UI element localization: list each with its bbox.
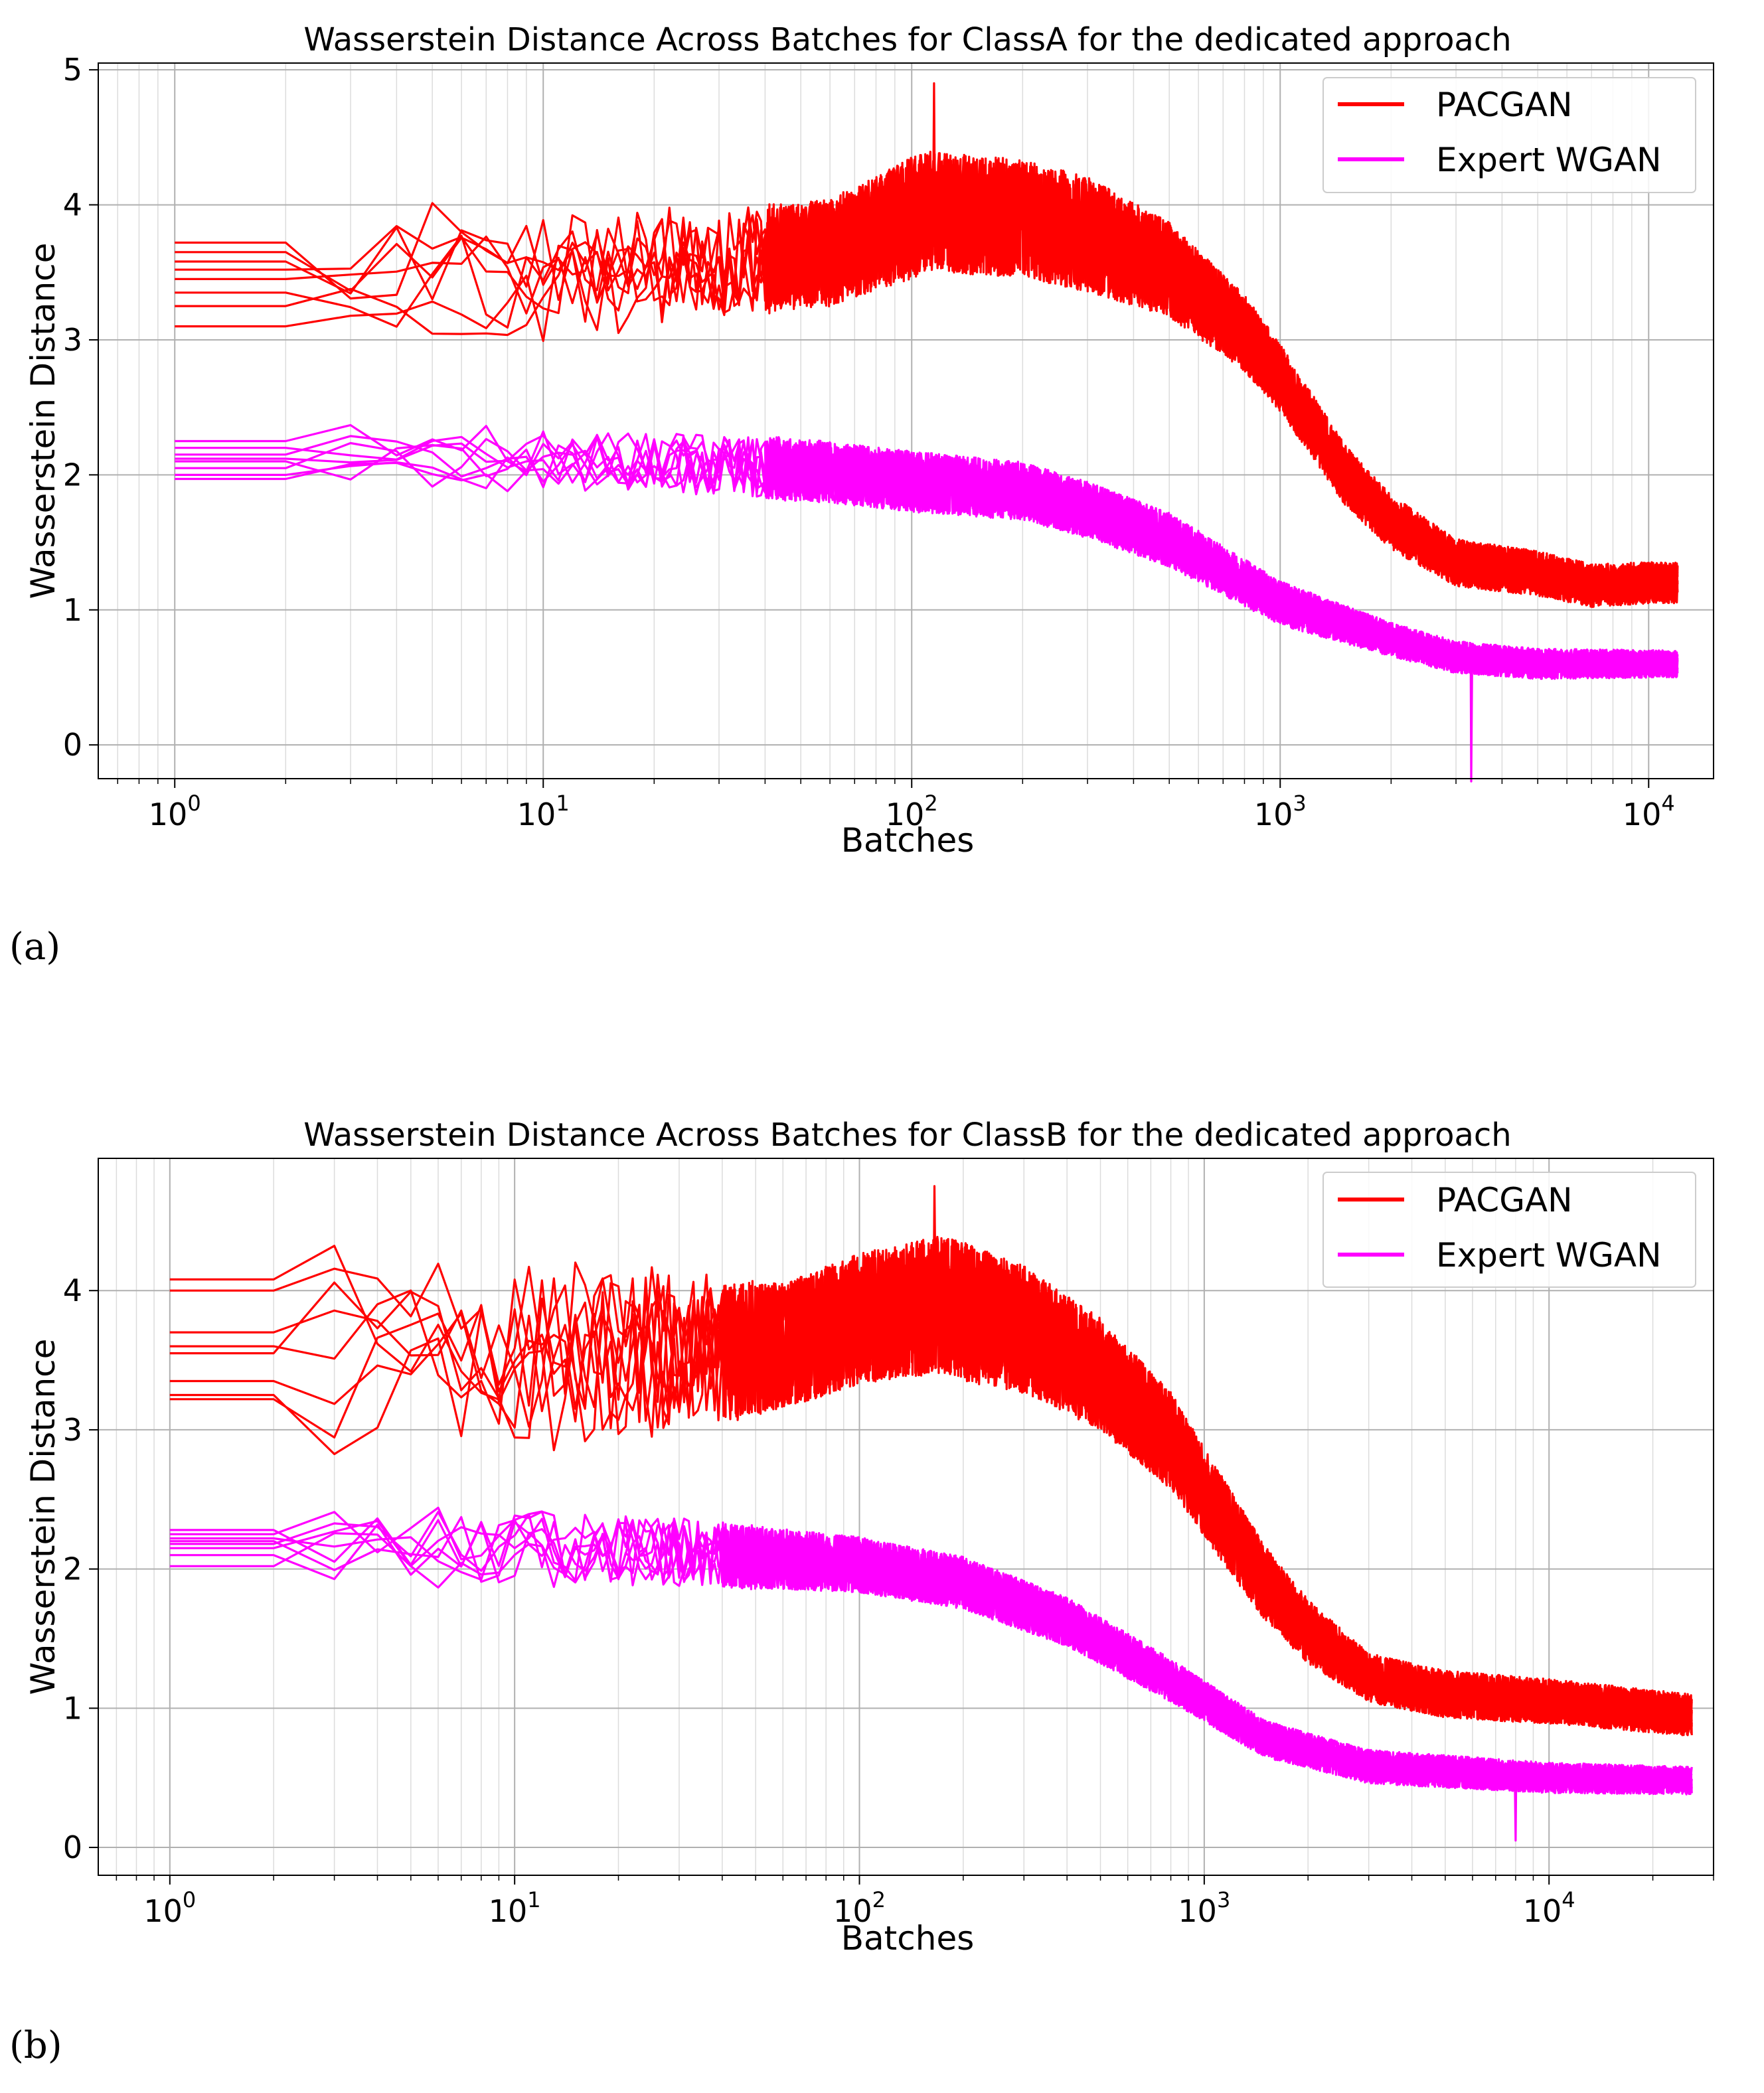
grid-lines (98, 1158, 1714, 1875)
x-tick-label: 104 (1523, 1887, 1575, 1929)
y-tick-label: 1 (63, 592, 82, 628)
y-tick-label: 0 (63, 727, 82, 763)
y-ticks: 0 1 2 3 4 (63, 1273, 98, 1865)
y-ticks: 0 1 2 3 4 5 (63, 52, 98, 763)
y-axis-label: Wasserstein Distance (24, 1339, 62, 1695)
x-tick-label: 100 (143, 1887, 196, 1929)
series-line-pacgan (169, 1239, 1693, 1734)
x-tick-label: 101 (517, 791, 570, 832)
x-axis-label: Batches (841, 821, 975, 860)
series-line-expert-wgan (169, 1518, 1693, 1796)
x-tick-label: 103 (1178, 1887, 1230, 1929)
plot-frame (98, 62, 1714, 779)
chart-title: Wasserstein Distance Across Batches for … (303, 21, 1511, 58)
y-tick-label: 5 (63, 52, 82, 88)
y-axis-label: Wasserstein Distance (24, 243, 62, 599)
legend-label-pacgan: PACGAN (1436, 1181, 1573, 1219)
chart-panel-a: Wasserstein Distance Across Batches for … (24, 21, 1714, 860)
x-tick-label: 102 (886, 791, 938, 832)
y-tick-label: 4 (63, 187, 82, 223)
x-tick-label: 103 (1254, 791, 1307, 832)
legend-box (1323, 77, 1696, 193)
grid-lines (98, 63, 1714, 779)
legend-box (1323, 1172, 1696, 1288)
y-tick-label: 3 (63, 1412, 82, 1448)
x-ticks: 100 101 102 103 104 (117, 779, 1675, 832)
plot-lines (175, 82, 1679, 783)
series-line-pacgan (175, 153, 1679, 608)
y-tick-label: 4 (63, 1273, 82, 1308)
panel-label-b: (b) (9, 2024, 62, 2067)
legend-label-expert-wgan: Expert WGAN (1436, 1236, 1662, 1275)
x-axis-label: Batches (841, 1919, 975, 1958)
x-tick-label: 101 (489, 1887, 541, 1929)
legend-label-expert-wgan: Expert WGAN (1436, 141, 1662, 179)
chart-title: Wasserstein Distance Across Batches for … (303, 1117, 1511, 1154)
panel-label-a: (a) (9, 925, 60, 969)
x-tick-label: 102 (833, 1887, 886, 1929)
x-ticks: 100 101 102 103 104 (116, 1875, 1714, 1929)
x-tick-label: 104 (1623, 791, 1675, 832)
series-line-pacgan (169, 1239, 1693, 1737)
y-tick-label: 2 (63, 1551, 82, 1587)
x-tick-label: 100 (149, 791, 201, 832)
y-tick-label: 3 (63, 322, 82, 358)
legend: PACGAN Expert WGAN (1323, 1172, 1696, 1288)
y-tick-label: 0 (63, 1829, 82, 1865)
series-line-expert-wgan (175, 433, 1679, 680)
plot-frame (98, 1158, 1714, 1876)
chart-panel-b: Wasserstein Distance Across Batches for … (24, 1117, 1714, 1958)
legend: PACGAN Expert WGAN (1323, 77, 1696, 193)
y-tick-label: 1 (63, 1690, 82, 1726)
legend-label-pacgan: PACGAN (1436, 86, 1573, 124)
plot-lines (169, 1185, 1693, 1842)
y-tick-label: 2 (63, 457, 82, 493)
